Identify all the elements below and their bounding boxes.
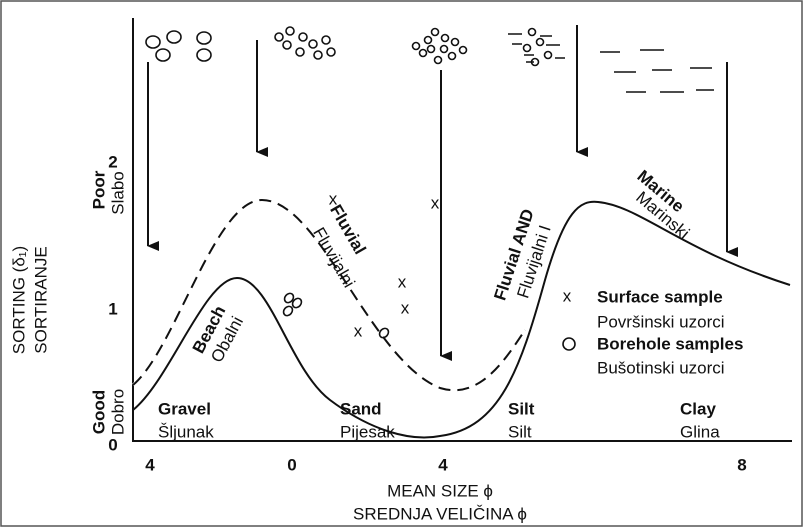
category-name: Clay xyxy=(680,399,716,418)
category-name-2: Silt xyxy=(508,422,532,441)
good-label: Good xyxy=(89,390,108,434)
grain-icons xyxy=(145,26,714,93)
y-tick-label: 2 xyxy=(108,152,117,171)
category-name: Silt xyxy=(508,399,535,418)
x-tick-label: 4 xyxy=(438,455,448,474)
axes xyxy=(132,18,792,442)
legend-label: Surface sample xyxy=(597,287,723,306)
poor-label-2: Slabo xyxy=(108,171,127,214)
arrows xyxy=(147,25,738,361)
curves xyxy=(132,198,791,439)
good-label-2: Dobro xyxy=(108,389,127,435)
svg-text:x: x xyxy=(354,321,363,340)
poor-label: Poor xyxy=(89,170,108,209)
legend: x Surface sample Površinski uzorci Boreh… xyxy=(562,286,743,377)
y-tick-label: 0 xyxy=(108,435,117,454)
category-name-2: Šljunak xyxy=(158,422,214,441)
y-title-2: SORTIRANJE xyxy=(31,246,50,353)
category-name-2: Pijesak xyxy=(340,422,395,441)
category-name: Sand xyxy=(340,399,382,418)
x-tick-label: 0 xyxy=(287,455,296,474)
y-title: SORTING (δ₁) xyxy=(9,246,28,354)
legend-label: Borehole samples xyxy=(597,334,743,353)
svg-text:x: x xyxy=(563,286,572,305)
x-title: MEAN SIZE ϕ xyxy=(387,481,493,500)
svg-text:x: x xyxy=(329,189,338,208)
x-tick-label: 8 xyxy=(737,455,746,474)
legend-label-2: Bušotinski uzorci xyxy=(597,358,725,377)
x-tick-label: 4 xyxy=(145,455,155,474)
svg-text:x: x xyxy=(431,193,440,212)
legend-label-2: Površinski uzorci xyxy=(597,312,725,331)
x-title-2: SREDNJA VELIČINA ϕ xyxy=(353,504,527,523)
svg-text:x: x xyxy=(401,298,410,317)
category-name-2: Glina xyxy=(680,422,720,441)
category-name: Gravel xyxy=(158,399,211,418)
svg-text:x: x xyxy=(398,272,407,291)
y-tick-label: 1 xyxy=(108,299,117,318)
